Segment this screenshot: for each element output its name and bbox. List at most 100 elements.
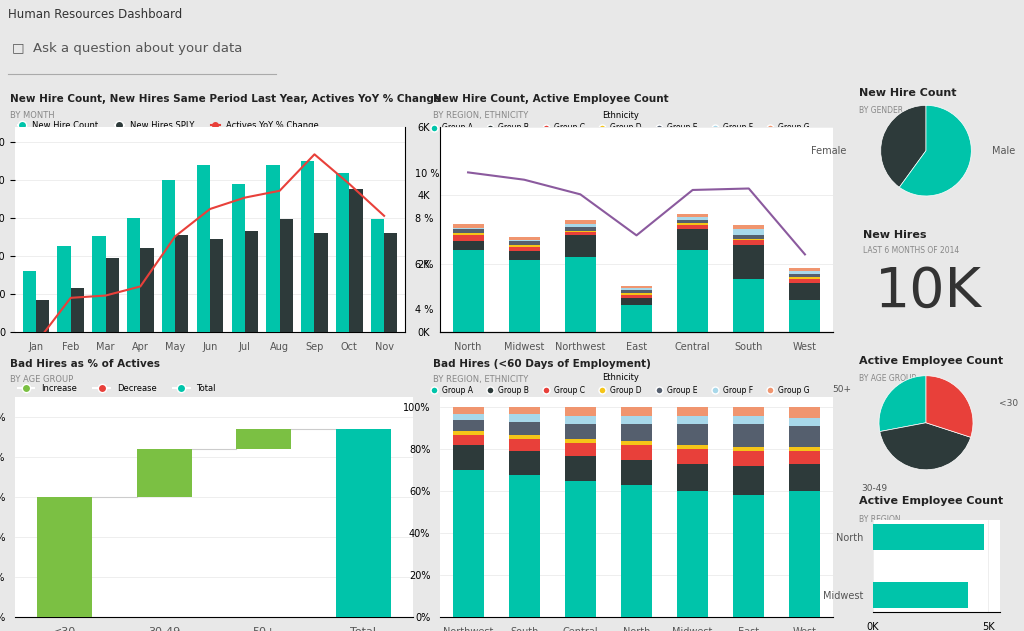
Bar (565, 224, 596, 227)
Wedge shape (926, 375, 973, 437)
Bar (677, 416, 708, 424)
Text: BY REGION, ETHNICITY: BY REGION, ETHNICITY (433, 375, 528, 384)
Text: Bad Hires as % of Actives: Bad Hires as % of Actives (10, 360, 160, 369)
Bar (453, 225, 483, 228)
Text: 50+: 50+ (831, 386, 851, 394)
Text: Active Employee Count: Active Employee Count (859, 356, 1002, 366)
Bar (733, 235, 764, 239)
Text: 30-49: 30-49 (861, 484, 888, 493)
Bar (677, 217, 708, 220)
Text: BY MONTH: BY MONTH (10, 111, 54, 120)
Bar (733, 451, 764, 466)
Bar (622, 424, 652, 441)
Bar (873, 524, 984, 550)
Bar (453, 241, 483, 250)
Bar (509, 475, 540, 617)
Bar (622, 485, 652, 617)
Bar (677, 464, 708, 492)
Bar (733, 495, 764, 617)
Text: 10K: 10K (874, 265, 982, 319)
Bar (453, 230, 483, 233)
Text: BY GENDER: BY GENDER (859, 105, 903, 115)
Bar (301, 161, 314, 332)
Text: New Hires: New Hires (863, 230, 927, 240)
Wedge shape (879, 375, 926, 432)
Bar (790, 274, 820, 277)
Bar (622, 416, 652, 424)
Bar (509, 435, 540, 439)
Bar (790, 408, 820, 418)
Bar (622, 295, 652, 298)
Bar (790, 279, 820, 283)
Text: BY REGION: BY REGION (859, 515, 900, 524)
Bar (790, 427, 820, 447)
Bar (677, 449, 708, 464)
Bar (622, 290, 652, 293)
Text: BY AGE GROUP: BY AGE GROUP (10, 375, 74, 384)
Bar (873, 582, 968, 608)
Bar (565, 416, 596, 424)
Bar (565, 230, 596, 232)
Legend: Increase, Decrease, Total: Increase, Decrease, Total (14, 380, 219, 396)
Bar (509, 422, 540, 435)
Bar (71, 288, 84, 332)
Bar (622, 298, 652, 305)
Bar (622, 441, 652, 445)
Bar (733, 424, 764, 447)
Bar (677, 223, 708, 225)
Bar (790, 300, 820, 332)
Bar (23, 271, 36, 332)
Bar (733, 416, 764, 424)
Text: New Hire Count, New Hires Same Period Last Year, Actives YoY % Change: New Hire Count, New Hires Same Period La… (10, 93, 441, 103)
Bar (790, 492, 820, 617)
Bar (622, 445, 652, 460)
Bar (565, 257, 596, 332)
Bar (790, 277, 820, 279)
Bar (733, 447, 764, 451)
Bar (314, 233, 328, 332)
Bar (565, 424, 596, 439)
Bar (509, 251, 540, 260)
Bar (677, 230, 708, 250)
Bar (565, 456, 596, 481)
Text: New Hire Count, Active Employee Count: New Hire Count, Active Employee Count (433, 93, 669, 103)
Text: Male: Male (991, 146, 1015, 156)
Bar (237, 429, 291, 449)
Bar (509, 245, 540, 247)
Bar (266, 165, 280, 332)
Bar (509, 247, 540, 251)
Bar (509, 237, 540, 240)
Bar (384, 233, 397, 332)
Bar (790, 283, 820, 300)
Text: LAST 6 MONTHS OF 2014: LAST 6 MONTHS OF 2014 (863, 246, 959, 255)
Bar (733, 245, 764, 279)
Wedge shape (899, 105, 972, 196)
Bar (509, 408, 540, 414)
Bar (453, 430, 483, 435)
Bar (677, 250, 708, 332)
Legend: Group A, Group B, Group C, Group D, Group E, Group F, Group G: Group A, Group B, Group C, Group D, Grou… (429, 107, 813, 136)
Bar (622, 288, 652, 290)
Text: Female: Female (811, 146, 847, 156)
Bar (127, 218, 140, 332)
Bar (677, 492, 708, 617)
Bar (197, 165, 210, 332)
Text: <30: <30 (998, 399, 1018, 408)
Bar (790, 268, 820, 271)
Bar (210, 239, 223, 332)
Bar (677, 220, 708, 223)
Bar (733, 466, 764, 495)
Bar (565, 443, 596, 456)
Bar (453, 470, 483, 617)
Bar (38, 497, 92, 617)
Bar (677, 225, 708, 230)
Bar (733, 239, 764, 240)
Legend: New Hire Count, New Hires SPLY, Actives YoY % Change: New Hire Count, New Hires SPLY, Actives … (14, 117, 323, 133)
Bar (453, 233, 483, 235)
Bar (280, 219, 293, 332)
Bar (622, 286, 652, 288)
Bar (790, 451, 820, 464)
Bar (231, 184, 245, 332)
Bar (790, 447, 820, 451)
Bar (677, 424, 708, 445)
